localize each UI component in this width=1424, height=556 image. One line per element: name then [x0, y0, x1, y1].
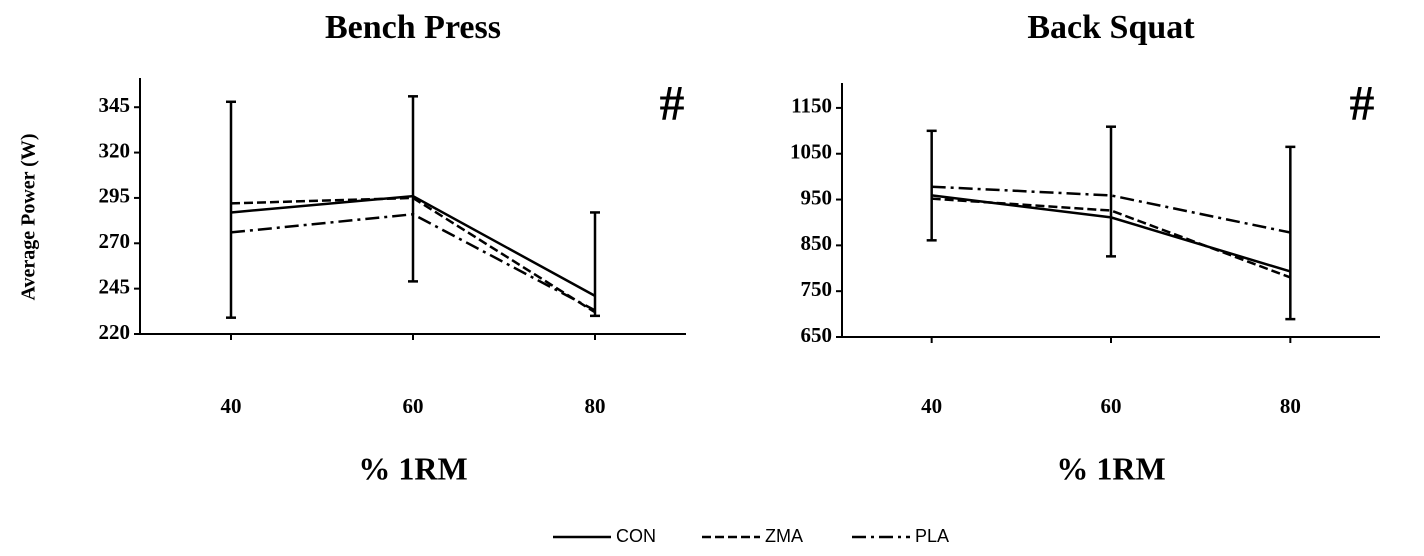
y-tick-label: 245 [99, 274, 131, 298]
y-tick-label: 750 [801, 277, 833, 301]
y-tick-label: 650 [801, 323, 833, 347]
x-tick-label: 80 [1280, 394, 1301, 418]
series-line [931, 185, 1291, 234]
legend-label: ZMA [765, 526, 803, 546]
annotation: # [1350, 74, 1375, 130]
annotation: # [660, 74, 685, 130]
y-tick-label: 320 [99, 138, 131, 162]
y-tick-label: 220 [99, 320, 131, 344]
y-tick-label: 1050 [790, 140, 832, 164]
chart-title: Bench Press [325, 9, 501, 46]
y-tick-label: 295 [99, 184, 131, 208]
chart-title: Back Squat [1027, 9, 1195, 46]
y-tick-label: 850 [801, 231, 833, 255]
x-tick-label: 60 [403, 394, 424, 418]
x-axis-label: % 1RM [358, 450, 467, 486]
x-tick-label: 80 [585, 394, 606, 418]
y-tick-label: 1150 [791, 94, 832, 118]
x-tick-label: 40 [221, 394, 242, 418]
x-tick-label: 40 [921, 394, 942, 418]
series-line [931, 197, 1291, 279]
legend-label: PLA [915, 526, 949, 546]
y-tick-label: 950 [801, 185, 833, 209]
x-tick-label: 60 [1101, 394, 1122, 418]
y-tick-label: 270 [99, 229, 131, 253]
x-axis-label: % 1RM [1056, 450, 1165, 486]
legend-label: CON [616, 526, 656, 546]
y-axis-label: Average Power (W) [18, 134, 40, 301]
y-tick-label: 345 [99, 93, 131, 117]
